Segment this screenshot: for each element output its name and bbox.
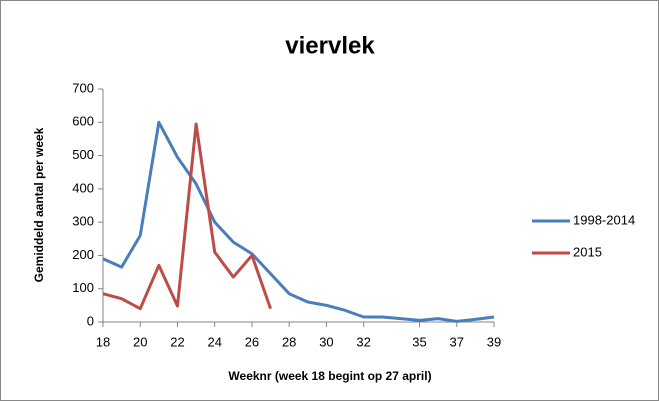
y-tick-label: 600 xyxy=(72,114,94,129)
x-tick-label: 35 xyxy=(412,334,426,349)
x-tick-label: 20 xyxy=(133,334,147,349)
x-axis-label: Weeknr (week 18 begint op 27 april) xyxy=(228,369,431,383)
chart-title: viervlek xyxy=(285,32,375,59)
x-tick-label: 30 xyxy=(319,334,333,349)
x-tick-label: 24 xyxy=(207,334,221,349)
series-line xyxy=(102,122,272,311)
y-axis-label: Gemiddeld aantal per week xyxy=(32,127,46,282)
x-tick-label: 28 xyxy=(282,334,296,349)
y-tick-label: 100 xyxy=(72,280,94,295)
x-tick-label: 39 xyxy=(487,334,501,349)
x-tick-label: 22 xyxy=(170,334,184,349)
legend-label: 2015 xyxy=(573,244,602,259)
y-tick-label: 400 xyxy=(72,180,94,195)
x-tick-label: 32 xyxy=(356,334,370,349)
x-tick-label: 37 xyxy=(450,334,464,349)
y-tick-label: 200 xyxy=(72,247,94,262)
y-tick-label: 0 xyxy=(87,313,94,328)
x-tick-label: 18 xyxy=(96,334,110,349)
x-tick-label: 26 xyxy=(245,334,259,349)
y-tick-label: 500 xyxy=(72,147,94,162)
legend-label: 1998-2014 xyxy=(573,212,635,227)
y-tick-label: 300 xyxy=(72,214,94,229)
series-line xyxy=(102,120,495,323)
y-tick-label: 700 xyxy=(72,80,94,95)
